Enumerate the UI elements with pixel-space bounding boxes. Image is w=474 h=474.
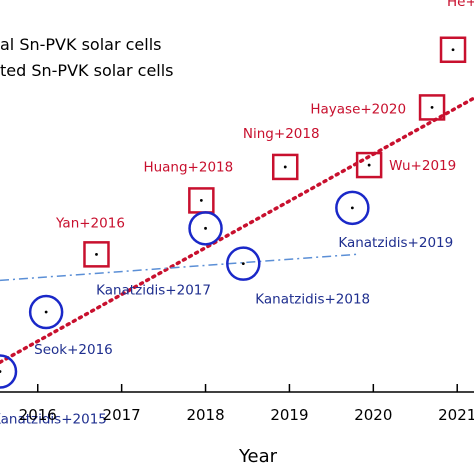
blue-circle-marker xyxy=(28,294,64,330)
x-tick-label: 2018 xyxy=(186,406,224,424)
marker-center-dot xyxy=(451,48,455,52)
blue-circle-marker xyxy=(188,211,223,246)
red-square-marker xyxy=(418,94,446,121)
red-square-marker xyxy=(271,153,299,181)
legend-entry-2: ted Sn-PVK solar cells xyxy=(0,61,174,80)
red-point-label: Hayase+2020 xyxy=(310,101,406,117)
marker-center-dot xyxy=(44,310,48,314)
x-axis: 2016 2017 2018 2019 2020 2021 Year xyxy=(0,384,474,467)
red-point-label: He+20 xyxy=(447,0,474,10)
x-axis-title: Year xyxy=(238,446,278,467)
blue-point-label: Seok+2016 xyxy=(34,342,113,358)
blue-point-label: Kanatzidis+2018 xyxy=(255,292,370,308)
legend-entry-1: al Sn-PVK solar cells xyxy=(0,35,161,54)
red-square-marker xyxy=(83,241,110,268)
x-tick-label: 2017 xyxy=(103,406,141,424)
red-point-label: Huang+2018 xyxy=(143,159,233,175)
marker-center-dot xyxy=(0,370,2,373)
marker-center-dot xyxy=(95,252,98,256)
blue-point-label: Kanatzidis+2019 xyxy=(338,235,453,251)
red-square-marker xyxy=(439,36,467,64)
red-point-label: Yan+2016 xyxy=(55,215,125,231)
legend: al Sn-PVK solar cells ted Sn-PVK solar c… xyxy=(0,35,174,80)
blue-circle-marker xyxy=(0,354,18,389)
x-tick-label: 2020 xyxy=(354,406,392,424)
marker-center-dot xyxy=(199,199,203,202)
red-point-label: Ning+2018 xyxy=(243,126,320,142)
marker-center-dot xyxy=(367,163,371,167)
red-point-label: Wu+2019 xyxy=(389,158,456,174)
blue-circle-marker xyxy=(226,246,261,281)
marker-center-dot xyxy=(204,226,207,230)
blue-trend-line xyxy=(0,253,357,282)
blue-point-label: Kanatzidis+2017 xyxy=(96,282,211,298)
blue-circle-marker xyxy=(335,190,370,226)
marker-center-dot xyxy=(350,206,354,210)
red-square-marker xyxy=(355,151,383,179)
marker-center-dot xyxy=(430,106,434,109)
red-trend-line xyxy=(0,96,474,364)
x-tick-label: 2019 xyxy=(270,406,308,424)
x-tick-label: 2016 xyxy=(19,406,57,424)
blue-point-label: Kanatzidis+2015 xyxy=(0,412,107,428)
marker-center-dot xyxy=(241,262,245,266)
marker-center-dot xyxy=(283,165,287,169)
x-tick-label: 2021 xyxy=(438,406,474,424)
